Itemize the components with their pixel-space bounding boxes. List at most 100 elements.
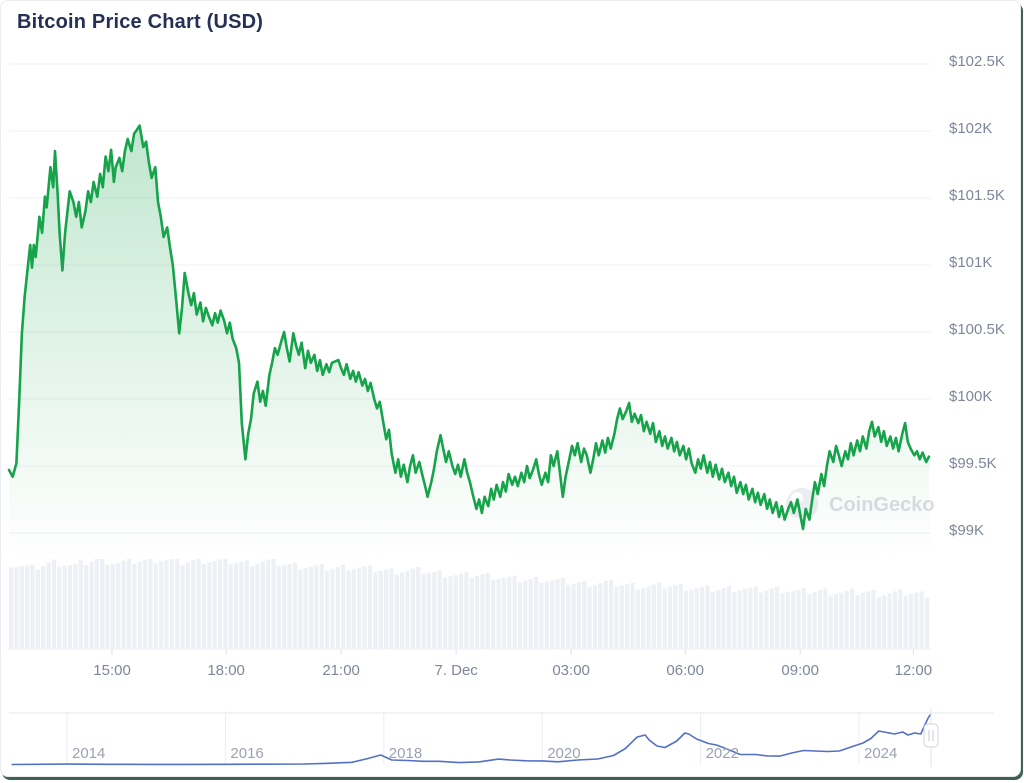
volume-bar	[57, 566, 62, 649]
volume-bar	[191, 560, 196, 649]
volume-bar	[180, 564, 185, 649]
volume-bar	[378, 570, 383, 649]
volume-bar	[833, 594, 839, 649]
y-axis-label: $100K	[949, 388, 992, 405]
navigator-handle-body[interactable]	[923, 723, 939, 748]
volume-bar	[14, 566, 19, 649]
x-axis-label: 18:00	[207, 662, 245, 679]
volume-bar	[673, 585, 678, 649]
navigator[interactable]	[9, 709, 994, 767]
volume-bar	[908, 594, 914, 649]
x-axis-label: 12:00	[895, 662, 933, 679]
volume-bar	[164, 560, 169, 649]
volume-bar	[132, 564, 137, 649]
volume-bar	[769, 588, 774, 649]
volume-bar	[453, 575, 458, 649]
volume-bar	[898, 589, 903, 649]
coingecko-logo-eye	[791, 492, 803, 504]
volume-bar	[609, 579, 614, 649]
navigator-year-label: 2018	[389, 745, 422, 762]
volume-bar	[860, 592, 865, 649]
volume-bar	[287, 564, 292, 649]
volume-bar	[555, 579, 560, 649]
volume-bar	[667, 586, 673, 649]
volume-bar	[62, 565, 67, 649]
volume-bar	[614, 586, 619, 649]
volume-bar	[373, 572, 378, 649]
volume-bar	[780, 593, 785, 649]
x-axis-label: 15:00	[93, 662, 131, 679]
volume-bar	[892, 591, 898, 649]
volume-bar	[737, 590, 742, 649]
volume-bar	[30, 564, 35, 649]
navigator-year-labels: 2014 2016 2018 2020 2022 2024	[72, 745, 897, 762]
volume-bar	[153, 563, 158, 649]
main-plot-hover-area[interactable]	[9, 46, 929, 546]
volume-bar	[748, 587, 753, 649]
volume-bar	[250, 566, 255, 649]
y-axis-label: $100.5K	[949, 321, 1005, 338]
y-axis-labels: $102.5K $102K $101.5K $101K $100.5K $100K $99.…	[949, 53, 1005, 539]
volume-bar	[700, 586, 705, 649]
volume-bar	[796, 590, 801, 649]
volume-bar	[426, 572, 431, 649]
volume-bar	[148, 559, 153, 649]
volume-bar	[823, 588, 828, 649]
volume-bar	[646, 586, 651, 649]
volume-bar	[732, 591, 737, 649]
volume-bar	[405, 570, 410, 649]
volume-bar	[534, 576, 539, 649]
volume-bar	[716, 589, 721, 649]
volume-bar	[384, 569, 389, 649]
volume-bar	[325, 570, 330, 649]
volume-bar	[758, 592, 764, 649]
y-axis-label: $99.5K	[949, 455, 997, 472]
volume-bar	[159, 561, 164, 649]
volume-bar	[389, 568, 394, 649]
volume-bar	[571, 583, 576, 649]
navigator-year-label: 2014	[72, 745, 105, 762]
volume-bar	[266, 559, 271, 649]
volume-bar	[651, 584, 656, 649]
volume-bar	[662, 588, 667, 649]
price-line	[7, 124, 931, 531]
volume-bar	[925, 598, 930, 649]
navigator-year-label: 2020	[547, 745, 580, 762]
volume-bar	[726, 585, 731, 649]
volume-bar	[282, 565, 287, 649]
volume-bar	[485, 573, 490, 649]
volume-bar	[94, 559, 99, 649]
x-axis-label: 06:00	[666, 662, 704, 679]
volume-bar	[84, 565, 89, 649]
volume-bar	[475, 575, 480, 649]
volume-bar	[678, 584, 683, 649]
navigator-handle-right[interactable]	[923, 723, 939, 748]
y-axis-label: $101K	[949, 254, 992, 271]
volume-bar	[351, 568, 356, 649]
volume-bar	[89, 561, 94, 649]
volume-bar	[657, 582, 662, 649]
x-axis-labels: 15:00 18:00 21:00 7. Dec 03:00 06:00 09:00 12:0…	[93, 662, 932, 679]
volume-bar	[914, 592, 919, 649]
navigator-year-label: 2016	[230, 745, 263, 762]
volume-bar	[335, 566, 340, 649]
volume-bar	[630, 583, 635, 649]
navigator-year-label: 2022	[706, 745, 739, 762]
volume-bar	[491, 580, 496, 649]
volume-bar	[212, 560, 217, 650]
volume-bar	[641, 588, 646, 649]
volume-bar	[807, 594, 812, 649]
volume-bar	[35, 569, 40, 649]
volume-bar	[871, 590, 876, 649]
volume-bar	[480, 574, 485, 649]
y-axis-label: $99K	[949, 522, 984, 539]
volume-bar	[217, 559, 223, 649]
volume-bar	[292, 562, 298, 649]
volume-bar	[142, 559, 148, 649]
volume-bar	[903, 595, 908, 649]
volume-bar	[442, 577, 448, 649]
volume-bar	[330, 569, 335, 649]
x-axis-label: 21:00	[322, 662, 360, 679]
